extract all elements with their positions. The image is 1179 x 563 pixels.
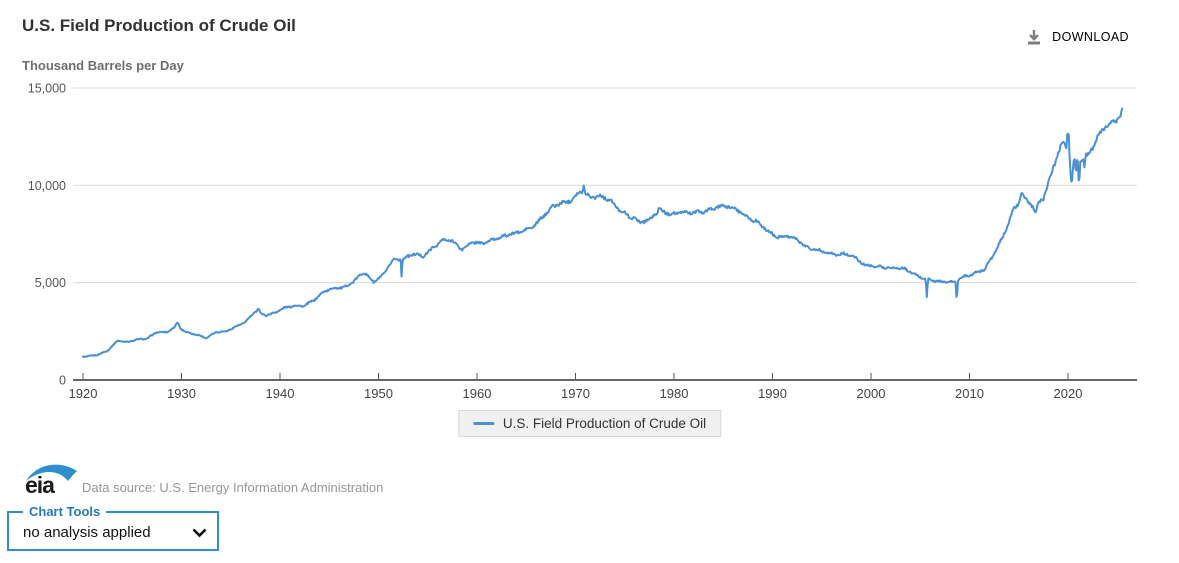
page-title: U.S. Field Production of Crude Oil bbox=[22, 16, 296, 35]
chart-tools-panel: Chart Tools no analysis applied bbox=[7, 504, 219, 551]
eia-logo[interactable]: eia bbox=[22, 460, 80, 498]
chart-unit-label: Thousand Barrels per Day bbox=[22, 58, 184, 73]
x-axis-label: 1950 bbox=[364, 386, 393, 400]
chart-legend[interactable]: U.S. Field Production of Crude Oil bbox=[457, 410, 722, 437]
download-button[interactable]: DOWNLOAD bbox=[1023, 26, 1131, 48]
analysis-select-value: no analysis applied bbox=[23, 524, 151, 541]
x-axis-label: 1930 bbox=[167, 386, 196, 400]
chevron-down-icon bbox=[192, 528, 207, 537]
production-line bbox=[82, 107, 1124, 359]
svg-text:eia: eia bbox=[25, 472, 55, 498]
y-axis-label: 0 bbox=[59, 374, 66, 388]
x-axis-label: 1920 bbox=[69, 386, 98, 400]
x-axis-label: 1980 bbox=[660, 386, 689, 400]
legend-line-swatch bbox=[472, 422, 494, 425]
analysis-select[interactable]: no analysis applied bbox=[15, 521, 211, 542]
x-axis-label: 2010 bbox=[955, 386, 984, 400]
download-icon bbox=[1028, 30, 1041, 45]
x-axis-label: 1970 bbox=[561, 386, 590, 400]
y-axis-label: 15,000 bbox=[28, 82, 66, 96]
x-axis-label: 1960 bbox=[463, 386, 492, 400]
production-chart[interactable]: 0 5,000 10,000 15,000 1920 1930 1940 1950 1960 19… bbox=[0, 80, 1179, 400]
x-axis-label: 1990 bbox=[758, 386, 787, 400]
y-axis-label: 5,000 bbox=[35, 276, 66, 290]
x-axis-label: 2020 bbox=[1054, 386, 1083, 400]
x-axis-label: 1940 bbox=[266, 386, 295, 400]
x-axis-label: 2000 bbox=[857, 386, 886, 400]
download-label: DOWNLOAD bbox=[1052, 30, 1129, 44]
chart-tools-label: Chart Tools bbox=[29, 504, 101, 519]
legend-label: U.S. Field Production of Crude Oil bbox=[502, 416, 707, 431]
data-source-text: Data source: U.S. Energy Information Adm… bbox=[82, 480, 384, 495]
y-axis-label: 10,000 bbox=[28, 179, 66, 193]
